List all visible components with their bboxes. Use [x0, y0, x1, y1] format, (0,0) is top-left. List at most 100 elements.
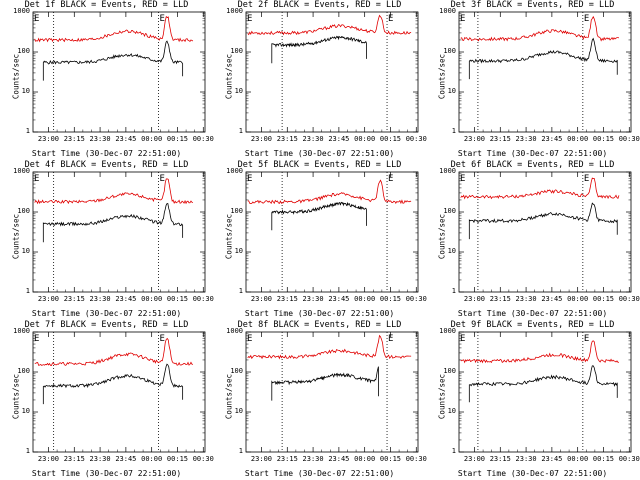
x-tick-label: 00:15	[379, 135, 401, 143]
y-tick-label: 10	[234, 407, 243, 415]
marker-e-label: E	[247, 14, 252, 24]
y-tick-label: 100	[230, 47, 243, 55]
x-tick-label: 23:15	[276, 455, 298, 463]
x-tick-label: 23:15	[489, 135, 511, 143]
events-series-line	[271, 366, 379, 401]
y-tick-label: 10	[447, 407, 456, 415]
y-tick-label: 100	[230, 367, 243, 375]
marker-e-label: E	[460, 334, 465, 344]
lld-series-line	[34, 178, 194, 205]
y-tick-label: 1	[451, 287, 456, 295]
detector-panel-5: Det 5f BLACK = Events, RED = LLD Start Ti…	[213, 160, 427, 320]
x-axis-label: Start Time (30-Dec-07 22:51:00)	[31, 149, 182, 158]
y-tick-label: 100	[17, 207, 30, 215]
marker-e-label: E	[388, 334, 393, 344]
lld-series-line	[460, 15, 620, 42]
x-tick-label: 23:15	[489, 295, 511, 303]
panel-title: Det 8f BLACK = Events, RED = LLD	[237, 320, 402, 330]
panel-title: Det 5f BLACK = Events, RED = LLD	[237, 160, 402, 170]
plot-frame	[32, 11, 206, 133]
x-tick-label: 23:15	[63, 295, 85, 303]
x-tick-label: 00:15	[379, 455, 401, 463]
y-tick-label: 1000	[226, 7, 243, 15]
events-series-line	[42, 40, 184, 81]
plot-frame	[32, 331, 206, 453]
detector-panel-3: Det 3f BLACK = Events, RED = LLD Start Ti…	[426, 0, 640, 160]
x-tick-label: 00:30	[192, 455, 214, 463]
x-tick-label: 00:30	[405, 455, 427, 463]
plot-frame	[458, 11, 632, 133]
events-series-line	[271, 201, 367, 231]
x-tick-label: 23:00	[37, 295, 59, 303]
x-tick-label: 23:30	[89, 135, 111, 143]
x-tick-label: 00:30	[405, 295, 427, 303]
x-tick-label: 00:30	[192, 295, 214, 303]
detector-panel-2: Det 2f BLACK = Events, RED = LLD Start Ti…	[213, 0, 427, 160]
x-tick-label: 00:00	[567, 295, 589, 303]
x-tick-label: 23:30	[515, 455, 537, 463]
plot-frame	[458, 331, 632, 453]
marker-e-label: E	[160, 174, 165, 184]
panel-title: Det 3f BLACK = Events, RED = LLD	[450, 0, 615, 10]
y-tick-label: 1	[25, 287, 30, 295]
plot-frame	[245, 11, 419, 133]
y-tick-label: 100	[443, 367, 456, 375]
x-axis-label: Start Time (30-Dec-07 22:51:00)	[457, 149, 608, 158]
x-tick-label: 23:00	[250, 135, 272, 143]
panel-title: Det 1f BLACK = Events, RED = LLD	[24, 0, 189, 10]
y-tick-label: 1000	[13, 167, 30, 175]
x-tick-label: 23:30	[302, 455, 324, 463]
detector-panel-4: Det 4f BLACK = Events, RED = LLD Start Ti…	[0, 160, 214, 320]
marker-e-label: E	[584, 14, 589, 24]
y-tick-label: 10	[21, 87, 30, 95]
lld-series-line	[247, 179, 412, 205]
x-tick-label: 23:00	[250, 295, 272, 303]
plot-frame	[32, 171, 206, 293]
detector-panel-7: Det 7f BLACK = Events, RED = LLD Start Ti…	[0, 320, 214, 480]
x-tick-label: 23:15	[63, 135, 85, 143]
y-tick-label: 1	[238, 127, 243, 135]
y-tick-label: 10	[234, 247, 243, 255]
panel-title: Det 7f BLACK = Events, RED = LLD	[24, 320, 189, 330]
panel-title: Det 4f BLACK = Events, RED = LLD	[24, 160, 189, 170]
x-tick-label: 23:30	[302, 295, 324, 303]
detector-panel-1: Det 1f BLACK = Events, RED = LLD Start Ti…	[0, 0, 214, 160]
y-tick-label: 100	[230, 207, 243, 215]
lld-series-line	[34, 337, 193, 366]
x-tick-label: 23:30	[302, 135, 324, 143]
x-axis-label: Start Time (30-Dec-07 22:51:00)	[31, 469, 182, 478]
y-tick-label: 1000	[439, 327, 456, 335]
events-series-line	[468, 37, 618, 80]
x-tick-label: 23:30	[89, 455, 111, 463]
y-tick-label: 10	[447, 87, 456, 95]
panel-title: Det 9f BLACK = Events, RED = LLD	[450, 320, 615, 330]
x-tick-label: 23:00	[250, 455, 272, 463]
y-tick-label: 100	[443, 47, 456, 55]
x-tick-label: 00:30	[405, 135, 427, 143]
x-tick-label: 00:00	[141, 295, 163, 303]
x-tick-label: 00:30	[618, 295, 640, 303]
plot-frame	[245, 171, 419, 293]
x-tick-label: 00:00	[354, 135, 376, 143]
y-tick-label: 10	[234, 87, 243, 95]
lld-series-line	[460, 340, 619, 364]
y-tick-label: 100	[443, 207, 456, 215]
y-tick-label: 1	[451, 127, 456, 135]
x-tick-label: 23:45	[115, 455, 137, 463]
x-tick-label: 00:00	[567, 455, 589, 463]
x-tick-label: 00:15	[592, 295, 614, 303]
x-tick-label: 00:00	[567, 135, 589, 143]
y-tick-label: 1	[238, 287, 243, 295]
x-tick-label: 23:15	[276, 135, 298, 143]
marker-e-label: E	[34, 174, 39, 184]
marker-e-label: E	[460, 14, 465, 24]
x-tick-label: 00:15	[379, 295, 401, 303]
x-axis-label: Start Time (30-Dec-07 22:51:00)	[31, 309, 182, 318]
